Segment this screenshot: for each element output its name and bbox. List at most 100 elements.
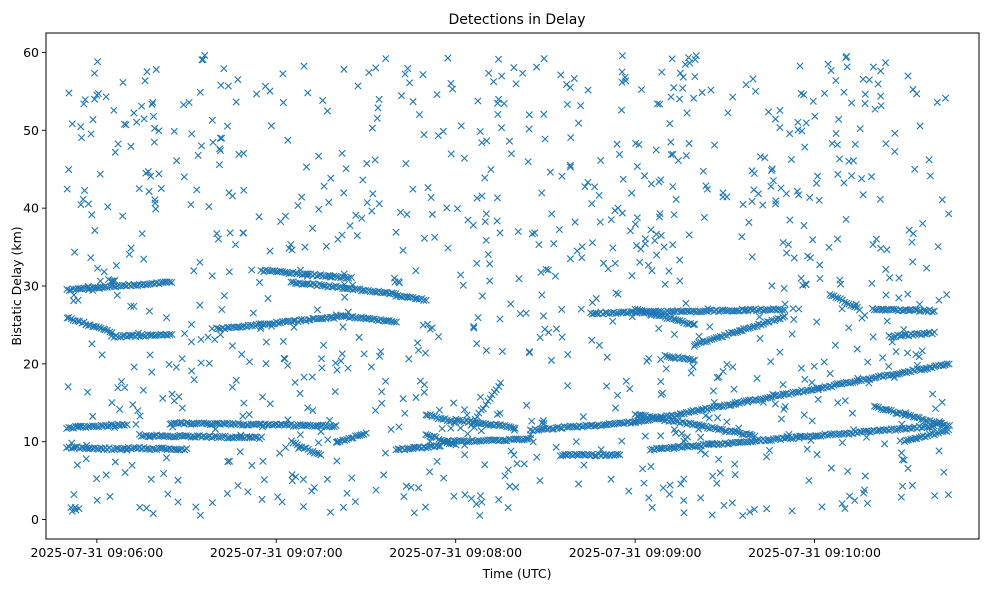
data-point xyxy=(820,89,829,97)
data-point xyxy=(299,475,307,483)
data-point xyxy=(909,258,917,266)
data-point xyxy=(478,498,486,506)
data-point xyxy=(338,350,346,358)
data-point-track xyxy=(172,433,180,441)
data-point xyxy=(333,457,341,465)
data-point xyxy=(402,160,410,168)
data-point xyxy=(776,106,784,114)
data-point-track xyxy=(808,386,816,394)
data-point xyxy=(934,242,942,251)
data-point xyxy=(781,300,789,308)
data-point-track xyxy=(189,433,197,441)
data-point xyxy=(473,340,481,348)
data-point xyxy=(564,350,572,359)
data-point-track xyxy=(148,444,157,453)
data-point-track xyxy=(168,330,176,339)
data-point xyxy=(196,301,204,309)
data-point xyxy=(667,138,675,146)
data-point xyxy=(768,282,776,290)
data-point-track xyxy=(296,442,304,451)
data-point xyxy=(632,241,641,250)
data-point-track xyxy=(223,419,231,427)
data-point xyxy=(728,499,736,507)
data-point xyxy=(667,93,675,101)
data-point xyxy=(636,258,644,266)
data-point-track xyxy=(357,313,365,321)
data-point xyxy=(719,193,727,201)
data-point xyxy=(413,339,422,347)
data-point xyxy=(868,279,876,288)
data-point xyxy=(859,75,867,83)
data-point xyxy=(358,214,366,222)
data-point xyxy=(611,404,620,412)
data-point-track xyxy=(479,405,487,413)
data-point xyxy=(578,254,586,262)
data-point-track xyxy=(176,418,185,427)
data-point xyxy=(704,305,712,313)
data-point xyxy=(749,75,757,83)
data-point xyxy=(832,129,840,138)
data-point xyxy=(284,361,292,370)
data-point xyxy=(281,355,289,363)
data-point xyxy=(248,266,256,274)
data-point xyxy=(680,496,688,505)
data-point xyxy=(127,142,135,150)
data-point-track xyxy=(556,452,565,460)
data-point xyxy=(895,294,903,302)
data-point-track xyxy=(657,311,665,320)
data-point xyxy=(811,112,819,120)
data-point xyxy=(443,204,451,212)
data-point xyxy=(603,382,611,390)
data-point-track xyxy=(847,302,855,310)
data-point-track xyxy=(894,426,902,434)
data-point xyxy=(337,357,345,365)
data-point xyxy=(584,178,592,186)
data-point xyxy=(507,300,515,308)
data-point xyxy=(104,275,113,283)
data-point xyxy=(719,367,727,376)
data-point xyxy=(326,273,334,281)
data-point xyxy=(240,399,248,407)
data-point xyxy=(941,94,950,102)
data-point xyxy=(296,431,304,439)
data-point-track xyxy=(298,316,306,324)
data-point xyxy=(497,124,506,132)
data-point xyxy=(658,68,666,76)
data-point xyxy=(317,355,326,363)
data-point xyxy=(882,291,890,299)
data-point xyxy=(249,309,258,317)
data-point xyxy=(476,393,485,401)
data-point xyxy=(714,414,722,422)
data-point xyxy=(812,179,821,187)
data-point xyxy=(656,100,664,108)
data-point xyxy=(558,333,566,341)
data-point xyxy=(800,91,808,99)
data-point-track xyxy=(381,288,389,297)
data-point xyxy=(295,444,303,452)
data-point-track xyxy=(93,284,101,292)
data-point xyxy=(262,338,270,346)
data-point xyxy=(885,274,894,282)
data-point-track xyxy=(855,377,863,385)
data-point-track xyxy=(215,433,223,442)
data-point xyxy=(476,492,485,500)
data-point xyxy=(482,210,490,218)
data-point xyxy=(331,388,339,396)
data-point xyxy=(266,247,274,255)
data-point-track xyxy=(150,445,158,453)
data-point xyxy=(463,411,471,419)
data-point xyxy=(510,426,518,434)
data-point xyxy=(614,290,622,298)
data-point-track xyxy=(629,418,637,427)
data-point xyxy=(363,159,371,168)
data-point xyxy=(847,172,856,180)
data-point xyxy=(208,116,216,124)
data-point-track xyxy=(120,421,128,429)
data-point xyxy=(877,244,885,252)
data-point xyxy=(533,63,541,71)
data-point-track xyxy=(672,417,680,425)
data-point xyxy=(885,362,893,371)
data-point xyxy=(257,323,265,331)
data-point-track xyxy=(93,422,101,431)
data-point-track xyxy=(415,295,423,303)
